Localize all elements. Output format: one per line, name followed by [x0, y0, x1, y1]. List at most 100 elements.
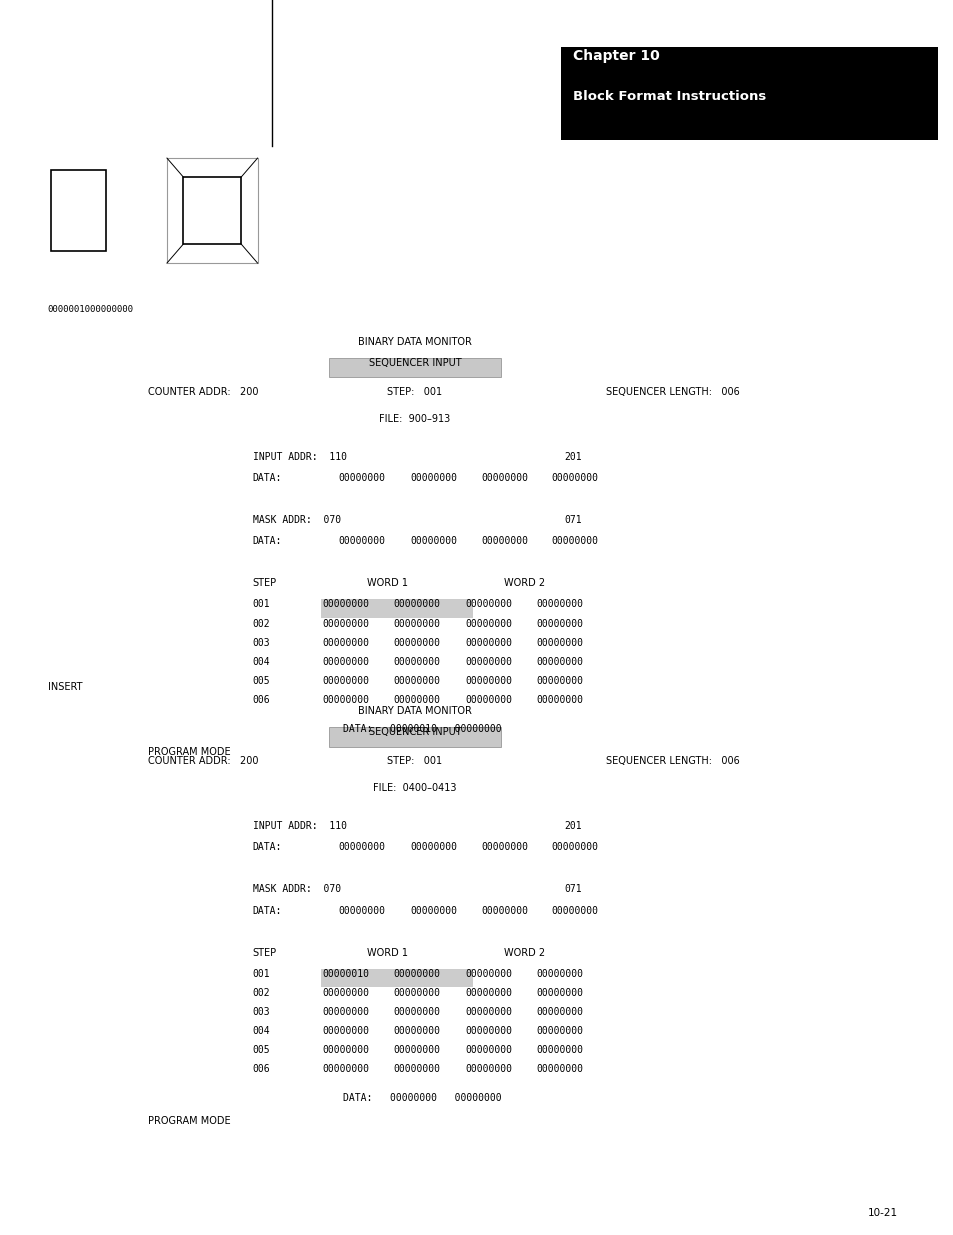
Text: 00000000: 00000000: [465, 657, 512, 667]
Text: 006: 006: [253, 1065, 270, 1074]
Text: 201: 201: [564, 452, 581, 462]
Text: 00000000: 00000000: [393, 657, 439, 667]
Text: 00000000: 00000000: [410, 536, 456, 546]
Text: DATA:: DATA:: [253, 473, 282, 483]
Text: 201: 201: [564, 821, 581, 831]
Text: 00000000: 00000000: [465, 1045, 512, 1055]
Bar: [329, 358, 500, 378]
Text: 00000000: 00000000: [536, 657, 582, 667]
Text: 00000000: 00000000: [465, 1026, 512, 1036]
Bar: [329, 727, 500, 747]
Text: 00000000: 00000000: [393, 1045, 439, 1055]
Bar: [320, 599, 473, 618]
Text: MASK ADDR:  070: MASK ADDR: 070: [253, 515, 340, 525]
Text: 00000000: 00000000: [465, 1065, 512, 1074]
Text: WORD 2: WORD 2: [503, 578, 544, 588]
Text: STEP:   001: STEP: 001: [387, 387, 442, 396]
Text: INPUT ADDR:  110: INPUT ADDR: 110: [253, 821, 347, 831]
Text: 00000000: 00000000: [536, 968, 582, 978]
Text: SEQUENCER INPUT: SEQUENCER INPUT: [368, 358, 461, 368]
Text: 00000000: 00000000: [465, 988, 512, 998]
Text: 001: 001: [253, 599, 270, 609]
Text: 00000000: 00000000: [465, 619, 512, 629]
Text: 00000000: 00000000: [551, 905, 598, 915]
Text: 00000000: 00000000: [481, 536, 528, 546]
Bar: [167, 158, 257, 263]
Text: 10-21: 10-21: [867, 1208, 898, 1218]
Text: 00000000: 00000000: [393, 676, 439, 685]
Text: 00000000: 00000000: [322, 676, 369, 685]
Text: 006: 006: [253, 695, 270, 705]
Text: WORD 2: WORD 2: [503, 947, 544, 957]
Text: 00000000: 00000000: [481, 905, 528, 915]
Text: 00000000: 00000000: [551, 842, 598, 852]
Text: Chapter 10: Chapter 10: [573, 49, 659, 63]
Text: 071: 071: [564, 515, 581, 525]
Text: 00000000: 00000000: [536, 1026, 582, 1036]
Text: 00000000: 00000000: [536, 637, 582, 647]
Text: 002: 002: [253, 619, 270, 629]
Text: 00000000: 00000000: [338, 842, 385, 852]
Text: 00000000: 00000000: [465, 637, 512, 647]
Bar: [320, 968, 473, 987]
Bar: [51, 170, 106, 251]
Text: 00000000: 00000000: [322, 637, 369, 647]
Text: 00000000: 00000000: [481, 473, 528, 483]
Text: 00000000: 00000000: [393, 1065, 439, 1074]
Text: SEQUENCER LENGTH:   006: SEQUENCER LENGTH: 006: [605, 756, 739, 766]
Text: 004: 004: [253, 1026, 270, 1036]
Text: BINARY DATA MONITOR: BINARY DATA MONITOR: [357, 706, 472, 716]
Text: 00000000: 00000000: [338, 905, 385, 915]
Text: DATA:: DATA:: [253, 536, 282, 546]
Text: STEP:   001: STEP: 001: [387, 756, 442, 766]
Text: 00000000: 00000000: [322, 1007, 369, 1016]
Text: 00000000: 00000000: [410, 473, 456, 483]
Text: 00000000: 00000000: [393, 599, 439, 609]
Text: STEP: STEP: [253, 947, 276, 957]
Text: 00000000: 00000000: [338, 473, 385, 483]
Text: WORD 1: WORD 1: [367, 578, 408, 588]
Text: PROGRAM MODE: PROGRAM MODE: [148, 1116, 231, 1126]
Text: 0000001000000000: 0000001000000000: [48, 305, 133, 314]
Text: 00000000: 00000000: [393, 1007, 439, 1016]
Text: 00000000: 00000000: [322, 1045, 369, 1055]
Text: 00000000: 00000000: [465, 1007, 512, 1016]
Text: COUNTER ADDR:   200: COUNTER ADDR: 200: [148, 756, 258, 766]
Text: 005: 005: [253, 676, 270, 685]
Text: DATA:   00000000   00000000: DATA: 00000000 00000000: [343, 1093, 501, 1103]
Text: 00000000: 00000000: [551, 536, 598, 546]
Text: 00000000: 00000000: [536, 676, 582, 685]
Text: 00000000: 00000000: [410, 905, 456, 915]
Text: 00000000: 00000000: [465, 968, 512, 978]
Text: 003: 003: [253, 1007, 270, 1016]
Text: 00000000: 00000000: [465, 676, 512, 685]
Text: INPUT ADDR:  110: INPUT ADDR: 110: [253, 452, 347, 462]
Text: 00000000: 00000000: [481, 842, 528, 852]
Text: 00000000: 00000000: [393, 637, 439, 647]
Text: DATA:: DATA:: [253, 905, 282, 915]
Text: 002: 002: [253, 988, 270, 998]
Text: 00000000: 00000000: [536, 1045, 582, 1055]
Text: 00000000: 00000000: [536, 619, 582, 629]
Text: DATA:   00000010   00000000: DATA: 00000010 00000000: [343, 724, 501, 734]
Text: 004: 004: [253, 657, 270, 667]
Text: 00000000: 00000000: [536, 1065, 582, 1074]
Text: FILE:  900–913: FILE: 900–913: [379, 414, 450, 424]
Text: BINARY DATA MONITOR: BINARY DATA MONITOR: [357, 337, 472, 347]
Text: 00000000: 00000000: [410, 842, 456, 852]
Text: Block Format Instructions: Block Format Instructions: [573, 90, 765, 103]
Text: 00000000: 00000000: [536, 1007, 582, 1016]
Text: MASK ADDR:  070: MASK ADDR: 070: [253, 884, 340, 894]
Text: WORD 1: WORD 1: [367, 947, 408, 957]
Text: 00000000: 00000000: [393, 1026, 439, 1036]
Text: 001: 001: [253, 968, 270, 978]
Text: 00000000: 00000000: [393, 968, 439, 978]
Text: 00000000: 00000000: [536, 988, 582, 998]
Text: FILE:  0400–0413: FILE: 0400–0413: [373, 783, 456, 793]
Text: 00000010: 00000010: [322, 968, 369, 978]
Text: 00000000: 00000000: [322, 657, 369, 667]
Text: 00000000: 00000000: [551, 473, 598, 483]
Text: 00000000: 00000000: [465, 599, 512, 609]
Text: 00000000: 00000000: [322, 599, 369, 609]
Text: SEQUENCER LENGTH:   006: SEQUENCER LENGTH: 006: [605, 387, 739, 396]
